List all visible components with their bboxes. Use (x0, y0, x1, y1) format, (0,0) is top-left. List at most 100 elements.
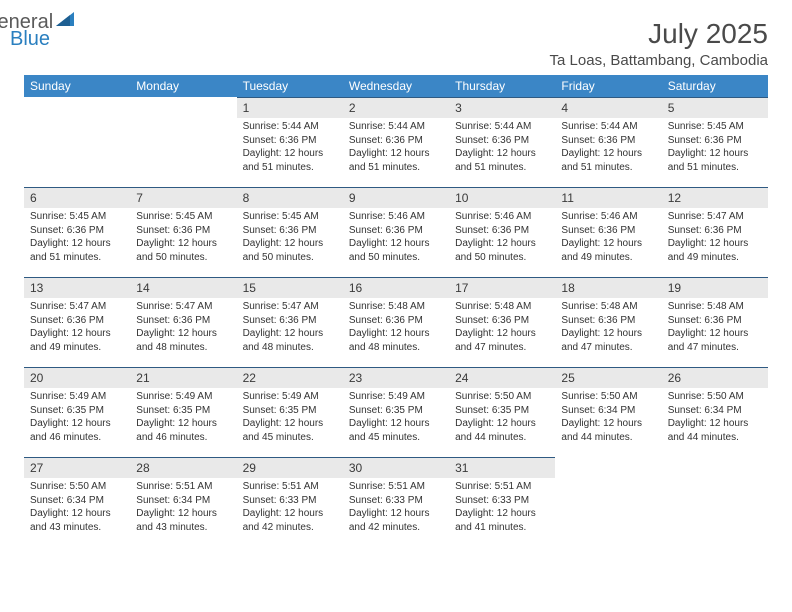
day-number: 15 (237, 277, 343, 298)
day-content: Sunrise: 5:49 AMSunset: 6:35 PMDaylight:… (343, 388, 449, 450)
logo: General Blue (24, 18, 118, 59)
sunrise-text: Sunrise: 5:46 AM (561, 210, 655, 224)
sunset-text: Sunset: 6:35 PM (455, 404, 549, 418)
daylight2-text: and 45 minutes. (243, 431, 337, 445)
sunrise-text: Sunrise: 5:45 AM (30, 210, 124, 224)
daylight1-text: Daylight: 12 hours (561, 147, 655, 161)
day-number: 16 (343, 277, 449, 298)
day-number: 12 (662, 187, 768, 208)
day-content: Sunrise: 5:50 AMSunset: 6:34 PMDaylight:… (662, 388, 768, 450)
day-number: 22 (237, 367, 343, 388)
daylight1-text: Daylight: 12 hours (455, 327, 549, 341)
day-content: Sunrise: 5:51 AMSunset: 6:33 PMDaylight:… (343, 478, 449, 540)
daylight2-text: and 44 minutes. (455, 431, 549, 445)
day-number: 29 (237, 457, 343, 478)
calendar-day-cell: 18Sunrise: 5:48 AMSunset: 6:36 PMDayligh… (555, 277, 661, 361)
calendar-day-cell: 11Sunrise: 5:46 AMSunset: 6:36 PMDayligh… (555, 187, 661, 271)
sunrise-text: Sunrise: 5:49 AM (30, 390, 124, 404)
calendar-week-row: 6Sunrise: 5:45 AMSunset: 6:36 PMDaylight… (24, 187, 768, 271)
sunrise-text: Sunrise: 5:51 AM (349, 480, 443, 494)
day-content: Sunrise: 5:50 AMSunset: 6:35 PMDaylight:… (449, 388, 555, 450)
sunrise-text: Sunrise: 5:50 AM (561, 390, 655, 404)
day-content: Sunrise: 5:48 AMSunset: 6:36 PMDaylight:… (343, 298, 449, 360)
day-content: Sunrise: 5:46 AMSunset: 6:36 PMDaylight:… (555, 208, 661, 270)
day-content: Sunrise: 5:45 AMSunset: 6:36 PMDaylight:… (237, 208, 343, 270)
daylight1-text: Daylight: 12 hours (136, 327, 230, 341)
sunrise-text: Sunrise: 5:45 AM (668, 120, 762, 134)
calendar-day-cell: 25Sunrise: 5:50 AMSunset: 6:34 PMDayligh… (555, 367, 661, 451)
sunset-text: Sunset: 6:36 PM (349, 224, 443, 238)
month-title: July 2025 (550, 18, 768, 50)
sunset-text: Sunset: 6:36 PM (136, 224, 230, 238)
daylight2-text: and 49 minutes. (30, 341, 124, 355)
daylight2-text: and 44 minutes. (668, 431, 762, 445)
daylight2-text: and 49 minutes. (668, 251, 762, 265)
daylight1-text: Daylight: 12 hours (668, 147, 762, 161)
daylight2-text: and 48 minutes. (136, 341, 230, 355)
daylight2-text: and 51 minutes. (30, 251, 124, 265)
day-content: Sunrise: 5:51 AMSunset: 6:33 PMDaylight:… (237, 478, 343, 540)
day-content: Sunrise: 5:49 AMSunset: 6:35 PMDaylight:… (130, 388, 236, 450)
sunset-text: Sunset: 6:34 PM (30, 494, 124, 508)
weekday-heading: Wednesday (343, 75, 449, 97)
calendar-day-cell: 17Sunrise: 5:48 AMSunset: 6:36 PMDayligh… (449, 277, 555, 361)
sunset-text: Sunset: 6:36 PM (561, 134, 655, 148)
day-content: Sunrise: 5:46 AMSunset: 6:36 PMDaylight:… (343, 208, 449, 270)
sunrise-text: Sunrise: 5:49 AM (243, 390, 337, 404)
day-number: 23 (343, 367, 449, 388)
sunrise-text: Sunrise: 5:47 AM (30, 300, 124, 314)
calendar-day-cell: 5Sunrise: 5:45 AMSunset: 6:36 PMDaylight… (662, 97, 768, 181)
day-content: Sunrise: 5:44 AMSunset: 6:36 PMDaylight:… (555, 118, 661, 180)
daylight1-text: Daylight: 12 hours (30, 417, 124, 431)
day-number: 21 (130, 367, 236, 388)
sunrise-text: Sunrise: 5:45 AM (136, 210, 230, 224)
daylight2-text: and 48 minutes. (243, 341, 337, 355)
sunset-text: Sunset: 6:36 PM (455, 314, 549, 328)
day-content: Sunrise: 5:48 AMSunset: 6:36 PMDaylight:… (555, 298, 661, 360)
day-number: 4 (555, 97, 661, 118)
day-number (24, 97, 130, 118)
calendar-day-cell: 6Sunrise: 5:45 AMSunset: 6:36 PMDaylight… (24, 187, 130, 271)
daylight2-text: and 50 minutes. (349, 251, 443, 265)
weekday-heading: Saturday (662, 75, 768, 97)
day-number: 27 (24, 457, 130, 478)
day-content: Sunrise: 5:49 AMSunset: 6:35 PMDaylight:… (237, 388, 343, 450)
sunrise-text: Sunrise: 5:51 AM (455, 480, 549, 494)
calendar-day-cell: 24Sunrise: 5:50 AMSunset: 6:35 PMDayligh… (449, 367, 555, 451)
daylight1-text: Daylight: 12 hours (561, 237, 655, 251)
day-content: Sunrise: 5:45 AMSunset: 6:36 PMDaylight:… (662, 118, 768, 180)
calendar-day-cell: 16Sunrise: 5:48 AMSunset: 6:36 PMDayligh… (343, 277, 449, 361)
calendar-week-row: 13Sunrise: 5:47 AMSunset: 6:36 PMDayligh… (24, 277, 768, 361)
weekday-heading: Thursday (449, 75, 555, 97)
daylight2-text: and 51 minutes. (243, 161, 337, 175)
sunset-text: Sunset: 6:34 PM (136, 494, 230, 508)
day-number: 13 (24, 277, 130, 298)
day-content: Sunrise: 5:47 AMSunset: 6:36 PMDaylight:… (24, 298, 130, 360)
calendar-day-cell (130, 97, 236, 181)
daylight1-text: Daylight: 12 hours (561, 417, 655, 431)
sunset-text: Sunset: 6:36 PM (349, 314, 443, 328)
calendar-day-cell: 28Sunrise: 5:51 AMSunset: 6:34 PMDayligh… (130, 457, 236, 541)
sunset-text: Sunset: 6:35 PM (30, 404, 124, 418)
sunset-text: Sunset: 6:33 PM (455, 494, 549, 508)
calendar-header-row: Sunday Monday Tuesday Wednesday Thursday… (24, 75, 768, 97)
day-number: 10 (449, 187, 555, 208)
daylight1-text: Daylight: 12 hours (349, 237, 443, 251)
day-content: Sunrise: 5:48 AMSunset: 6:36 PMDaylight:… (449, 298, 555, 360)
daylight1-text: Daylight: 12 hours (455, 237, 549, 251)
day-number: 14 (130, 277, 236, 298)
day-number: 9 (343, 187, 449, 208)
calendar-day-cell: 10Sunrise: 5:46 AMSunset: 6:36 PMDayligh… (449, 187, 555, 271)
day-number: 18 (555, 277, 661, 298)
calendar-day-cell: 20Sunrise: 5:49 AMSunset: 6:35 PMDayligh… (24, 367, 130, 451)
daylight2-text: and 47 minutes. (561, 341, 655, 355)
day-number: 31 (449, 457, 555, 478)
calendar-day-cell: 7Sunrise: 5:45 AMSunset: 6:36 PMDaylight… (130, 187, 236, 271)
daylight2-text: and 44 minutes. (561, 431, 655, 445)
day-content: Sunrise: 5:45 AMSunset: 6:36 PMDaylight:… (130, 208, 236, 270)
day-number: 11 (555, 187, 661, 208)
day-content: Sunrise: 5:44 AMSunset: 6:36 PMDaylight:… (343, 118, 449, 180)
day-number: 8 (237, 187, 343, 208)
calendar-day-cell: 1Sunrise: 5:44 AMSunset: 6:36 PMDaylight… (237, 97, 343, 181)
calendar-day-cell (662, 457, 768, 541)
